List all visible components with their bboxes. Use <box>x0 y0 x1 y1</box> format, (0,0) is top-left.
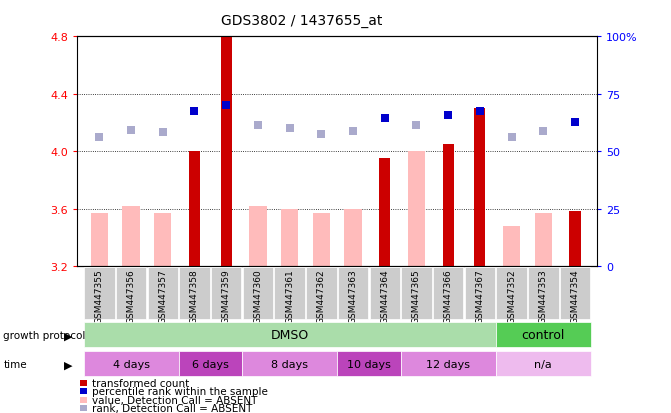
Bar <box>570 212 580 266</box>
FancyBboxPatch shape <box>306 268 337 319</box>
Bar <box>496 351 591 377</box>
Text: control: control <box>521 328 565 342</box>
Text: GSM447367: GSM447367 <box>475 269 484 324</box>
Bar <box>154 214 172 266</box>
FancyBboxPatch shape <box>560 268 590 319</box>
Text: GSM447355: GSM447355 <box>95 269 104 324</box>
FancyBboxPatch shape <box>497 268 527 319</box>
Text: 4 days: 4 days <box>113 359 150 369</box>
Text: GDS3802 / 1437655_at: GDS3802 / 1437655_at <box>221 14 382 28</box>
Text: GSM447353: GSM447353 <box>539 269 548 324</box>
Bar <box>503 226 520 266</box>
Bar <box>474 109 485 266</box>
Text: time: time <box>3 359 27 369</box>
Bar <box>80 388 87 394</box>
Bar <box>80 397 87 403</box>
Bar <box>122 206 140 266</box>
Bar <box>408 152 425 266</box>
Text: rank, Detection Call = ABSENT: rank, Detection Call = ABSENT <box>92 403 252 413</box>
Text: 12 days: 12 days <box>426 359 470 369</box>
Bar <box>242 351 338 377</box>
Text: GSM447354: GSM447354 <box>570 269 580 323</box>
Text: GSM447364: GSM447364 <box>380 269 389 323</box>
Bar <box>535 214 552 266</box>
Text: GSM447356: GSM447356 <box>127 269 136 324</box>
FancyBboxPatch shape <box>401 268 431 319</box>
FancyBboxPatch shape <box>84 268 115 319</box>
Text: n/a: n/a <box>534 359 552 369</box>
Bar <box>83 351 178 377</box>
Bar <box>313 214 330 266</box>
Text: DMSO: DMSO <box>270 328 309 342</box>
FancyBboxPatch shape <box>179 268 210 319</box>
Text: 10 days: 10 days <box>347 359 391 369</box>
FancyBboxPatch shape <box>338 268 368 319</box>
Text: 8 days: 8 days <box>271 359 308 369</box>
FancyBboxPatch shape <box>211 268 242 319</box>
Bar <box>91 214 108 266</box>
Text: GSM447352: GSM447352 <box>507 269 516 323</box>
Text: percentile rank within the sample: percentile rank within the sample <box>92 386 268 396</box>
Text: GSM447361: GSM447361 <box>285 269 294 324</box>
Text: value, Detection Call = ABSENT: value, Detection Call = ABSENT <box>92 395 258 405</box>
Text: GSM447360: GSM447360 <box>254 269 262 324</box>
Bar <box>379 159 391 266</box>
Text: GSM447358: GSM447358 <box>190 269 199 324</box>
Text: growth protocol: growth protocol <box>3 330 86 340</box>
Bar <box>83 322 496 348</box>
Text: ▶: ▶ <box>64 330 72 340</box>
FancyBboxPatch shape <box>243 268 273 319</box>
Text: GSM447365: GSM447365 <box>412 269 421 324</box>
FancyBboxPatch shape <box>148 268 178 319</box>
FancyBboxPatch shape <box>464 268 495 319</box>
Bar <box>80 380 87 386</box>
FancyBboxPatch shape <box>433 268 464 319</box>
Bar <box>221 37 231 266</box>
Bar <box>344 209 362 266</box>
Text: GSM447363: GSM447363 <box>348 269 358 324</box>
Text: 6 days: 6 days <box>192 359 229 369</box>
Bar <box>443 145 454 266</box>
Bar <box>338 351 401 377</box>
FancyBboxPatch shape <box>528 268 558 319</box>
Bar <box>80 405 87 411</box>
Bar <box>401 351 496 377</box>
Text: GSM447359: GSM447359 <box>221 269 231 324</box>
Bar <box>249 206 266 266</box>
FancyBboxPatch shape <box>370 268 400 319</box>
Bar <box>189 152 200 266</box>
Bar <box>281 209 299 266</box>
Text: GSM447357: GSM447357 <box>158 269 167 324</box>
FancyBboxPatch shape <box>274 268 305 319</box>
Text: GSM447366: GSM447366 <box>444 269 453 324</box>
Text: transformed count: transformed count <box>92 378 189 388</box>
Bar <box>178 351 242 377</box>
Bar <box>496 322 591 348</box>
FancyBboxPatch shape <box>116 268 146 319</box>
Text: GSM447362: GSM447362 <box>317 269 326 323</box>
Text: ▶: ▶ <box>64 359 72 369</box>
